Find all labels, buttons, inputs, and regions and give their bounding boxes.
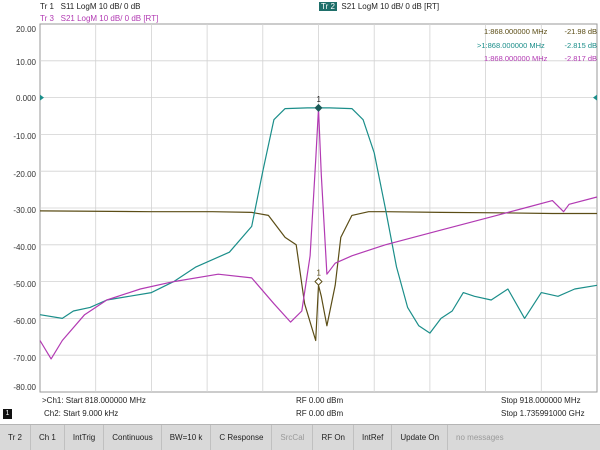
ch1-start: >Ch1: Start 818.000000 MHz [42,396,146,405]
status-messages: no messages [456,433,504,442]
marker-freq: >1:868.000000 MHz [477,41,545,50]
y-tick-label: 10.00 [15,58,36,67]
s11-trace [39,210,597,342]
trace-label-tr2: Tr 2 [319,2,337,11]
ch1-stop: Stop 918.000000 MHz [501,396,581,405]
marker-tag-tr1: 1 [317,269,322,278]
status-calibration[interactable]: C Response [211,425,273,450]
ch1-rf-power: RF 0.00 dBm [296,396,344,405]
marker-value: -21.98 dB [564,27,597,36]
status-update[interactable]: Update On [392,425,449,450]
marker-tag-tr2: 1 [317,95,322,104]
y-tick-label: -10.00 [13,132,36,141]
trace-desc-tr2: S21 LogM 10 dB/ 0 dB [RT] [341,2,440,11]
marker-readout-tr3: 1:868.000000 MHz -2.817 dB [484,54,597,63]
reference-markers [40,94,597,101]
trace-desc-tr3: S21 LogM 10 dB/ 0 dB [RT] [60,14,159,23]
status-rf-output[interactable]: RF On [313,425,354,450]
trace-plot[interactable]: 11 [0,0,600,410]
y-tick-label: -50.00 [13,280,36,289]
y-tick-label: -60.00 [13,317,36,326]
y-tick-label: 0.000 [15,94,36,103]
marker-value: -2.815 dB [564,41,597,50]
y-tick-label: -70.00 [13,354,36,363]
plot-grid [39,23,598,393]
trace-header-tr1[interactable]: Tr 1 S11 LogM 10 dB/ 0 dB [40,2,141,11]
channel-badge[interactable]: 1 [3,409,12,419]
status-trigger-source[interactable]: IntTrig [65,425,105,450]
marker-1-tr2-icon [314,103,323,112]
trace-label-tr1: Tr 1 [40,2,54,11]
marker-readout-tr2: >1:868.000000 MHz -2.815 dB [477,41,597,50]
y-tick-label: -80.00 [13,383,36,392]
status-active-channel[interactable]: Ch 1 [31,425,65,450]
marker-glyphs: 11 [314,95,323,286]
status-trigger-mode[interactable]: Continuous [104,425,162,450]
marker-1-tr1-icon [314,277,323,286]
reference-level-right-icon [593,94,597,101]
trace-desc-tr1: S11 LogM 10 dB/ 0 dB [60,2,141,11]
status-reference[interactable]: IntRef [354,425,393,450]
status-source-cal[interactable]: SrcCal [272,425,314,450]
marker-freq: 1:868.000000 MHz [484,54,548,63]
ch2-start: Ch2: Start 9.000 kHz [44,409,119,418]
ch2-rf-power: RF 0.00 dBm [296,409,344,418]
s21-ch1-trace [39,107,598,334]
ch2-stop: Stop 1.735991000 GHz [501,409,585,418]
trace-lines [39,107,598,360]
reference-level-left-icon [40,94,44,101]
y-tick-label: -30.00 [13,206,36,215]
marker-freq: 1:868.000000 MHz [484,27,548,36]
trace-header-tr2[interactable]: Tr 2 S21 LogM 10 dB/ 0 dB [RT] [319,2,439,11]
marker-readout-tr1: 1:868.000000 MHz -21.98 dB [484,27,597,36]
s21-ch2-trace [39,107,598,360]
status-active-trace[interactable]: Tr 2 [0,425,31,450]
trace-header-tr3[interactable]: Tr 3 S21 LogM 10 dB/ 0 dB [RT] [40,14,158,23]
status-if-bandwidth[interactable]: BW=10 k [162,425,212,450]
marker-value: -2.817 dB [564,54,597,63]
trace-label-tr3: Tr 3 [40,14,54,23]
y-tick-label: -20.00 [13,170,36,179]
y-tick-label: 20.00 [15,25,36,34]
y-tick-label: -40.00 [13,243,36,252]
status-bar: Tr 2 Ch 1 IntTrig Continuous BW=10 k C R… [0,424,600,450]
